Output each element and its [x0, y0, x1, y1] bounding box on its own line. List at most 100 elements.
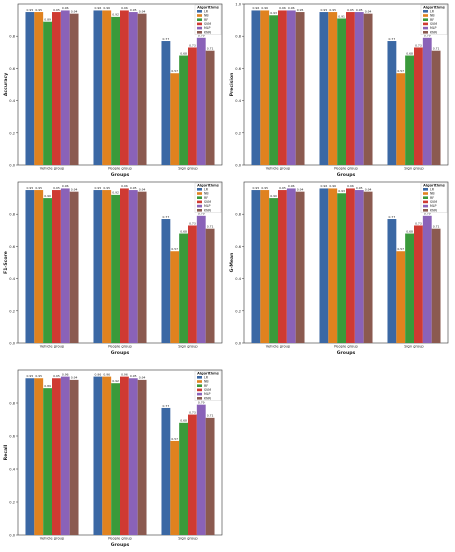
bar — [120, 376, 129, 535]
legend-swatch — [423, 31, 428, 34]
data-label: 0.95 — [329, 8, 336, 12]
legend-swatch — [197, 380, 202, 383]
accuracy-chart-panel: 0.0 0.2 0.4 0.6 0.8 Accuracy 0.95 0.95 0.89 0.95 0… — [2, 2, 224, 182]
data-label: 0.73 — [415, 221, 422, 225]
data-label: 0.96 — [121, 372, 128, 376]
legend-swatch — [197, 31, 202, 34]
data-label: 0.92 — [112, 379, 119, 383]
y-tick-label: 0.0 — [235, 342, 241, 346]
legend-label: MLP — [204, 204, 211, 208]
data-label: 0.89 — [44, 384, 51, 388]
y-axis-label: F1-Score — [3, 251, 9, 274]
legend-swatch — [197, 196, 202, 199]
data-label: 0.71 — [433, 46, 440, 50]
legend-label: NB — [204, 192, 209, 196]
y-tick-label: 0.6 — [235, 245, 241, 249]
legend-swatch — [197, 10, 202, 13]
bar — [387, 41, 397, 165]
bar — [188, 414, 197, 535]
data-label: 0.94 — [365, 187, 372, 191]
bar — [251, 10, 261, 165]
data-label: 0.96 — [261, 6, 268, 10]
data-label: 0.95 — [35, 186, 42, 190]
legend-label: SVM — [204, 22, 211, 26]
legend-label: RF — [204, 384, 208, 388]
data-label: 0.77 — [389, 215, 396, 219]
bar — [337, 18, 346, 165]
data-label: 0.96 — [95, 6, 102, 10]
bar — [52, 190, 61, 343]
y-tick-label: 1.0 — [235, 3, 241, 7]
bar — [295, 191, 305, 343]
bar — [363, 13, 373, 165]
legend-swatch — [197, 200, 202, 204]
data-label: 0.96 — [279, 6, 286, 10]
y-tick-label: 0.4 — [235, 277, 241, 281]
legend-swatch — [197, 26, 202, 30]
data-label: 0.79 — [198, 400, 205, 404]
x-tick-label: People group — [334, 167, 358, 171]
bar — [25, 12, 35, 165]
y-tick-label: 0.8 — [9, 213, 15, 217]
bar — [354, 12, 364, 165]
data-label: 0.93 — [338, 189, 345, 193]
bar — [295, 12, 305, 165]
legend-label: KNN — [430, 208, 437, 212]
data-label: 0.77 — [163, 215, 170, 219]
legend-swatch — [423, 18, 428, 21]
data-label: 0.79 — [198, 34, 205, 38]
bar — [405, 55, 414, 165]
data-label: 0.95 — [297, 8, 304, 12]
data-label: 0.96 — [253, 6, 260, 10]
x-tick-label: Sign group — [178, 167, 198, 171]
bar — [60, 376, 70, 535]
y-tick-label: 0.6 — [9, 67, 15, 71]
legend-swatch — [423, 204, 428, 208]
legend-title: Algorithms — [197, 184, 219, 188]
legend-label: NB — [204, 380, 209, 384]
data-label: 0.96 — [347, 184, 354, 188]
data-label: 0.95 — [356, 186, 363, 190]
bar — [278, 190, 287, 343]
y-tick-label: 0.8 — [235, 35, 241, 39]
precision-chart-panel: 0.0 0.2 0.4 0.6 0.8 1.0 Precision 0.96 0.96 0.93 0… — [228, 2, 450, 182]
data-label: 0.95 — [53, 186, 60, 190]
bar — [196, 404, 206, 535]
bar — [111, 194, 120, 343]
data-label: 0.96 — [288, 6, 295, 10]
y-axis-label: G-Mean — [229, 253, 235, 273]
bar — [286, 10, 296, 165]
y-tick-label: 0.8 — [9, 402, 15, 406]
data-label: 0.73 — [189, 43, 196, 47]
x-tick-label: People group — [108, 537, 132, 541]
legend-label: RF — [430, 18, 434, 22]
legend-label: SVM — [430, 22, 437, 26]
data-label: 0.96 — [62, 6, 69, 10]
bar — [25, 190, 35, 343]
bar — [328, 12, 338, 165]
bar — [319, 188, 329, 343]
data-label: 0.95 — [53, 374, 60, 378]
y-tick-label: 0.2 — [9, 501, 15, 505]
bar — [260, 190, 270, 343]
bar — [286, 188, 296, 343]
bar — [137, 379, 147, 535]
legend-box — [194, 182, 222, 213]
x-tick-label: Vehicle group — [40, 167, 65, 171]
data-label: 0.92 — [112, 191, 119, 195]
bar — [137, 191, 147, 343]
bar — [188, 47, 197, 165]
bar — [205, 417, 215, 535]
data-label: 0.79 — [424, 34, 431, 38]
y-tick-label: 0.2 — [235, 131, 241, 135]
y-tick-label: 0.0 — [9, 342, 15, 346]
data-label: 0.94 — [71, 187, 78, 191]
legend-swatch — [423, 22, 428, 26]
data-label: 0.91 — [338, 14, 345, 18]
y-axis-label: Recall — [3, 444, 9, 460]
bar — [161, 407, 171, 535]
data-label: 0.95 — [253, 186, 260, 190]
bar — [319, 12, 329, 165]
